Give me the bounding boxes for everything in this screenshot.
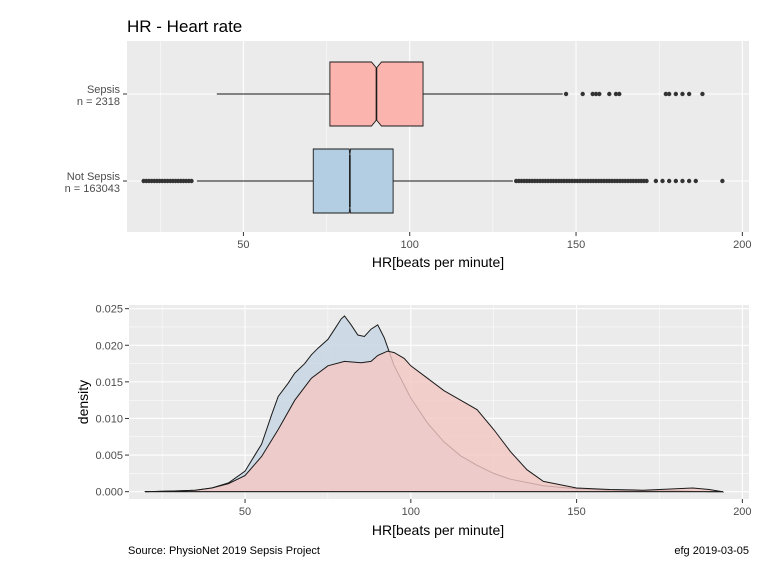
- category-count-sepsis: n = 2318: [77, 96, 120, 108]
- box-not-sepsis: [312, 148, 394, 214]
- boxplot-x-ticks: 50 100 150 200: [123, 93, 752, 251]
- outlier-point-sepsis: [593, 91, 599, 97]
- outlier-point-sepsis: [580, 91, 585, 97]
- outlier-point-not-sepsis: [660, 178, 665, 184]
- source-note: Source: PhysioNet 2019 Sepsis Project: [128, 545, 320, 557]
- boxplot-panel: [127, 41, 749, 232]
- y-tick-label: 0.005: [95, 450, 123, 462]
- outlier-point-not-sepsis: [644, 178, 649, 184]
- x-tick-label: 150: [567, 506, 585, 518]
- outlier-point-sepsis: [673, 91, 679, 97]
- x-tick-label: 100: [402, 506, 420, 518]
- boxplot-x-axis-title: HR[beats per minute]: [372, 254, 504, 270]
- x-tick-label: 200: [733, 506, 751, 518]
- y-tick-label: 0.020: [95, 340, 123, 352]
- x-tick-label: 50: [239, 506, 251, 518]
- boxplot-marks: [141, 61, 725, 214]
- outlier-point-sepsis: [563, 91, 569, 97]
- x-tick-label: 200: [733, 239, 751, 251]
- outlier-point-sepsis: [617, 91, 622, 97]
- category-count-not-sepsis: n = 163043: [65, 183, 120, 195]
- x-tick-label: 100: [401, 239, 419, 251]
- outlier-point-not-sepsis: [720, 178, 725, 184]
- y-tick-label: 0.015: [95, 377, 123, 389]
- category-label-not-sepsis: Not Sepsis: [67, 171, 121, 183]
- density-y-axis-title: density: [75, 380, 91, 424]
- outlier-point-not-sepsis: [673, 178, 679, 184]
- chart-title: HR - Heart rate: [127, 17, 242, 36]
- y-tick-label: 0.010: [95, 413, 123, 425]
- outlier-point-sepsis: [663, 91, 669, 97]
- x-tick-label: 150: [567, 239, 585, 251]
- outlier-point-sepsis: [613, 91, 619, 97]
- outlier-point-sepsis: [590, 91, 595, 97]
- outlier-point-sepsis: [597, 91, 602, 97]
- outlier-point-sepsis: [607, 91, 612, 97]
- outlier-point-sepsis: [686, 91, 692, 97]
- density-x-ticks: 50 100 150 200: [239, 499, 752, 518]
- y-tick-label: 0.025: [95, 304, 123, 316]
- credit-note: efg 2019-03-05: [674, 545, 749, 557]
- outlier-point-sepsis: [700, 91, 705, 97]
- outlier-point-not-sepsis: [653, 178, 659, 184]
- category-label-sepsis: Sepsis: [87, 84, 121, 96]
- outlier-point-not-sepsis: [686, 178, 692, 184]
- outlier-point-sepsis: [680, 91, 685, 97]
- density-area-sepsis: [144, 350, 725, 493]
- density-y-ticks: 0.000 0.005 0.010 0.015 0.020 0.025: [95, 304, 129, 499]
- x-tick-label: 50: [237, 239, 249, 251]
- outlier-point-sepsis: [666, 91, 672, 97]
- y-tick-label: 0.000: [95, 487, 123, 499]
- outlier-point-not-sepsis: [189, 178, 194, 184]
- density-x-axis-title: HR[beats per minute]: [372, 522, 504, 538]
- outlier-point-not-sepsis: [680, 178, 685, 184]
- density-curves: [144, 315, 725, 493]
- outlier-point-not-sepsis: [693, 178, 698, 184]
- outlier-point-not-sepsis: [666, 178, 672, 184]
